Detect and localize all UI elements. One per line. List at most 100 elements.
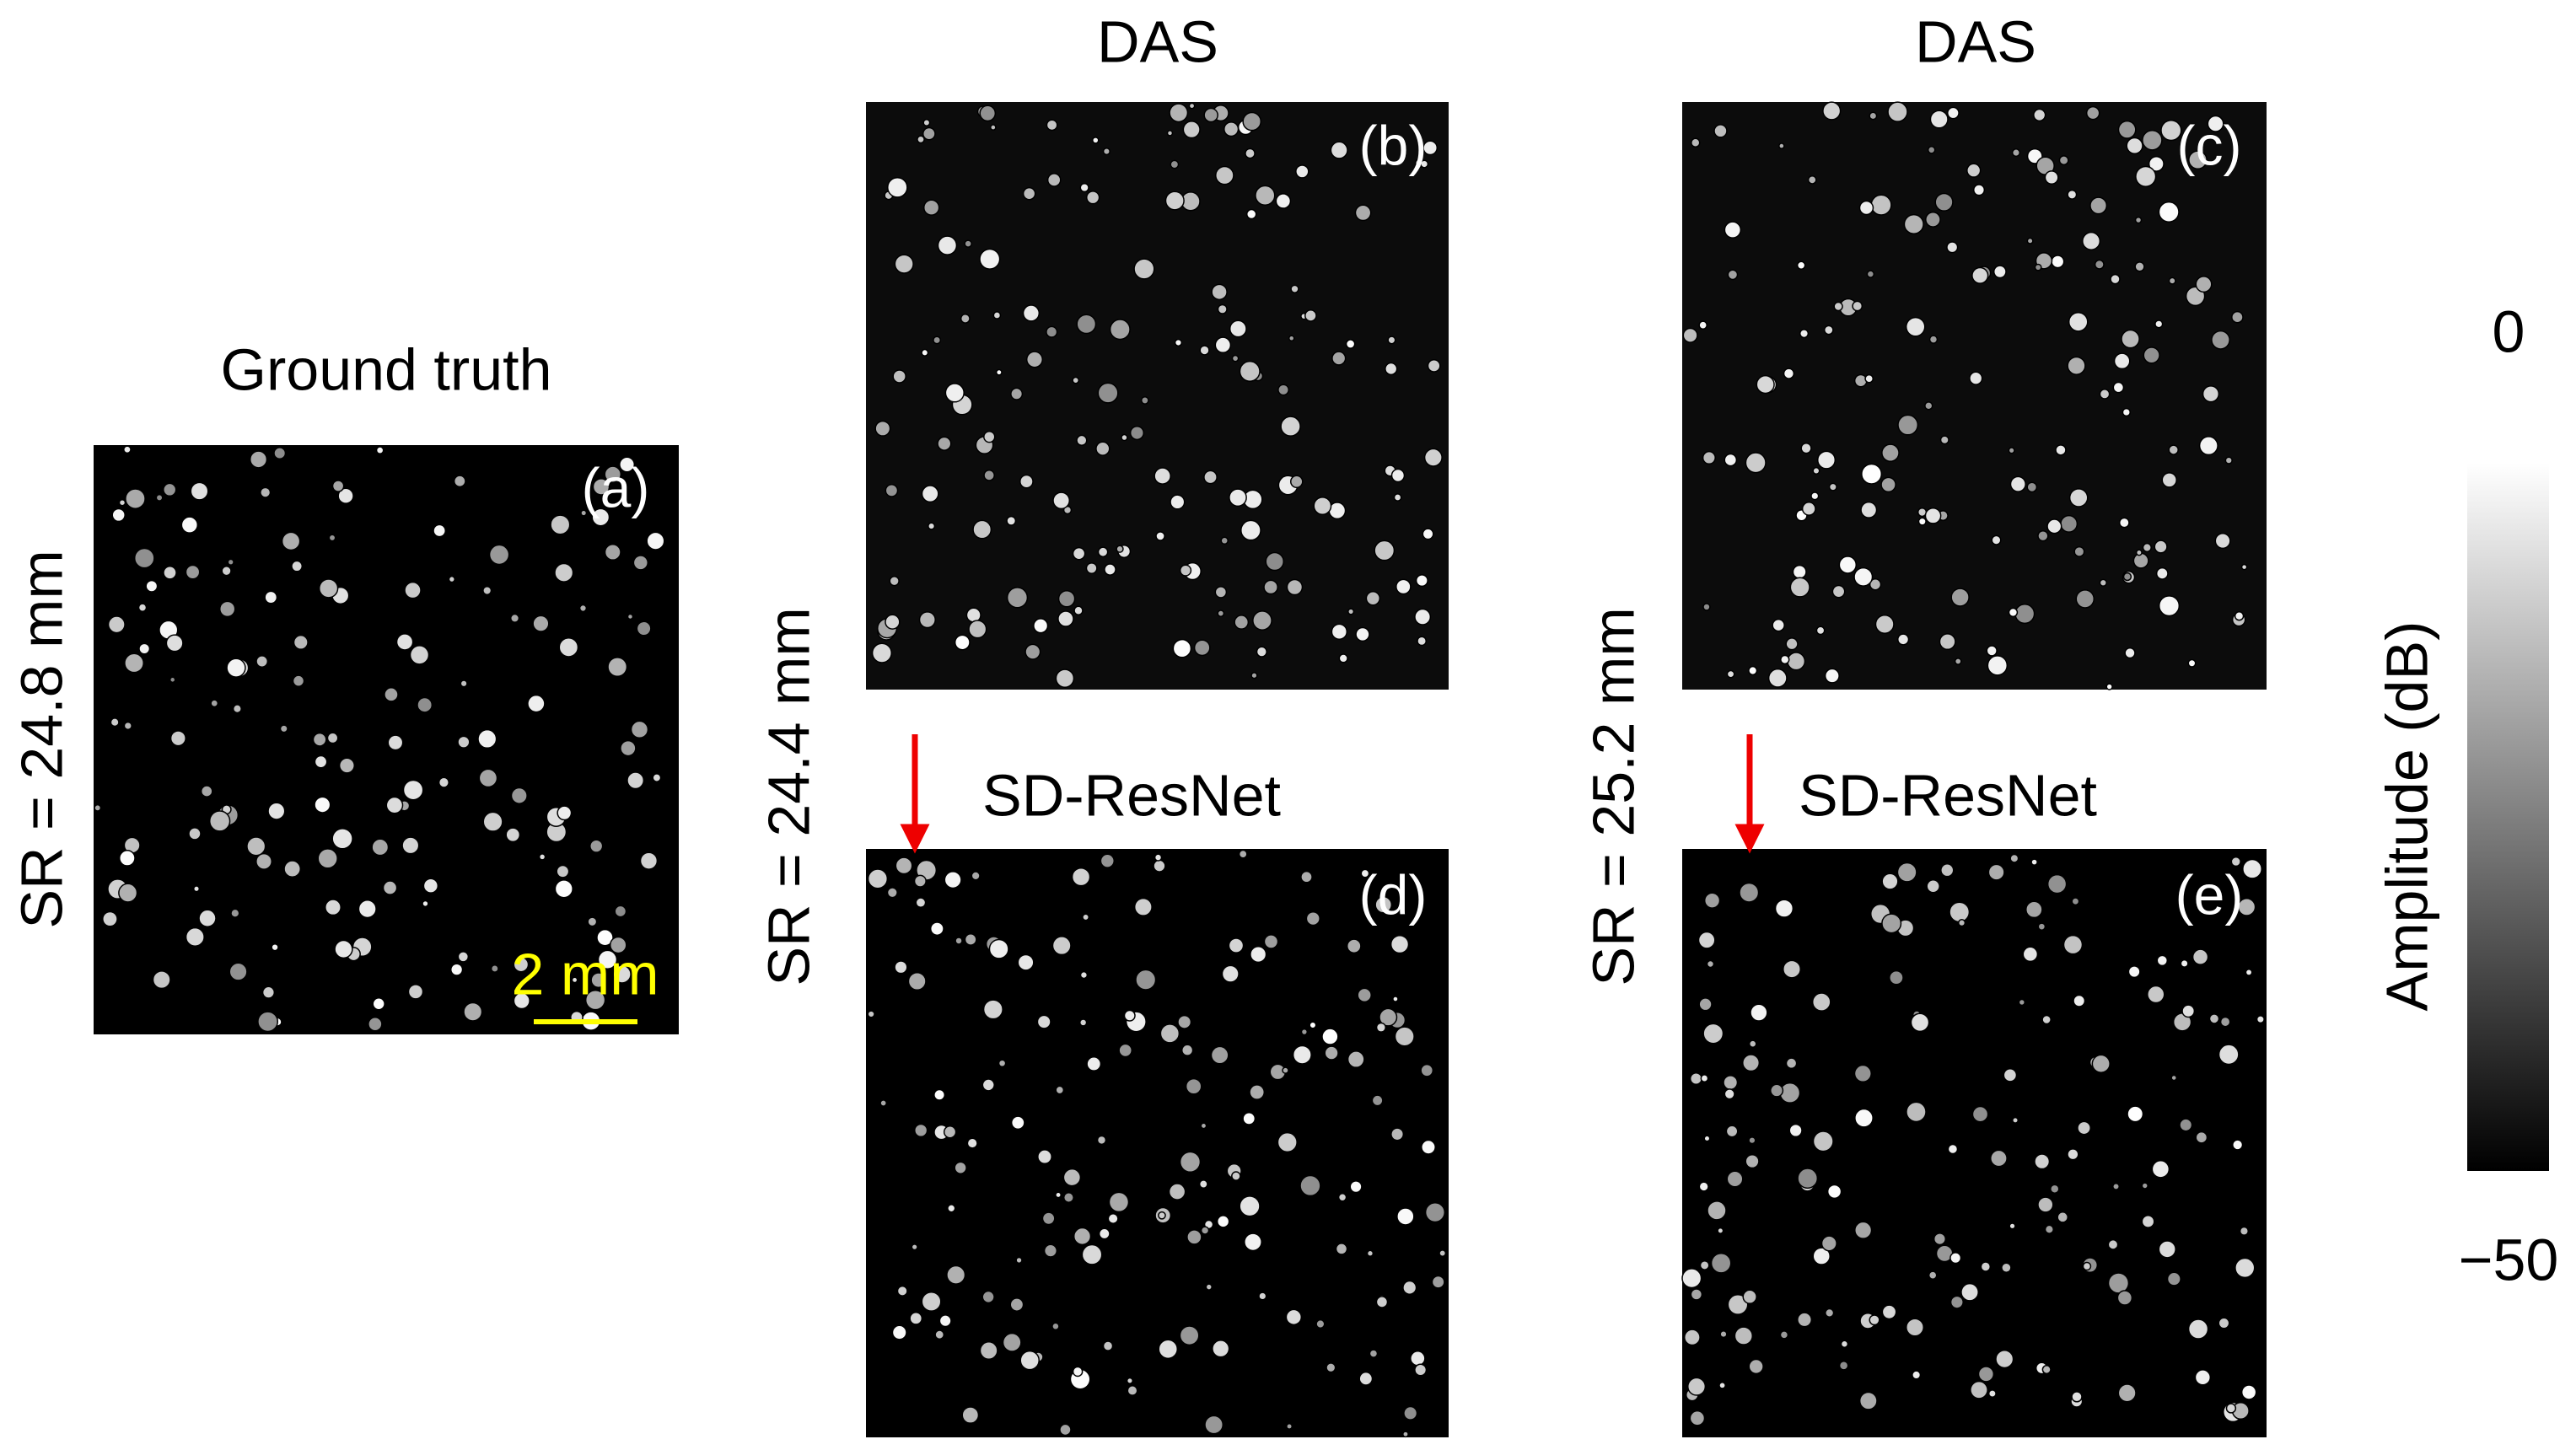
speckle [1681,1268,1702,1289]
speckle [1689,1410,1706,1426]
speckle [886,887,898,899]
speckle [438,776,450,788]
speckle [1928,335,1939,344]
speckle [118,498,126,507]
speckle [928,522,936,530]
speckle [2256,1015,2265,1024]
speckle [460,679,468,688]
speckle [1797,1168,1819,1190]
speckle [1086,191,1100,205]
speckle [1772,618,1785,632]
speckle [123,445,132,454]
speckle [387,734,404,751]
speckle [2132,552,2149,569]
speckle [2168,444,2179,455]
speckle [331,480,345,492]
speckle [1706,959,1715,969]
speckle [607,657,628,678]
speckle [1396,1207,1415,1226]
speckle [2166,1271,2181,1286]
speckle [1869,578,1882,591]
speckle [1869,1314,1880,1326]
speckle [2134,216,2143,224]
speckle [1315,1318,1326,1329]
speckle [2135,165,2157,187]
speckle [1331,351,1347,366]
speckle [907,971,927,991]
speckle [874,420,891,437]
speckle [2121,329,2140,349]
speckle [1374,895,1393,914]
speckle [1403,1405,1418,1420]
speckle [2008,607,2019,618]
speckle [1949,901,1971,923]
speckle [1046,173,1062,187]
speckle [2089,196,2108,215]
speckle [1906,1101,1927,1123]
speckle [326,732,339,744]
speckle [1912,1370,1922,1380]
speckle [1756,374,1775,395]
speckle [111,508,126,523]
speckle [1424,1202,1446,1223]
speckle [1204,1415,1224,1435]
speckle [2218,1044,2240,1066]
speckle [1422,140,1439,156]
panel-label: (d) [1359,863,1428,926]
speckle [1205,1283,1213,1291]
speckle [1305,910,1320,926]
speckle [1810,491,1820,501]
speckle [1238,849,1248,859]
speckle [913,1123,928,1138]
column-title: DAS [1915,8,2036,74]
speckle [580,509,588,517]
speckle [944,383,965,403]
speckle [1335,1243,1348,1255]
speckle [2168,277,2176,285]
speckle [1154,853,1163,862]
speckle [422,900,429,908]
speckle [2180,959,2189,968]
speckle [1355,626,1370,642]
speckle [1126,1377,1134,1384]
speckle [1770,1083,1784,1098]
speckle [1745,452,1767,474]
speckle [2218,1317,2230,1329]
speckle [1924,507,1942,524]
speckle [867,1010,875,1018]
speckle [1172,638,1192,658]
speckle [198,909,217,927]
speckle [2099,389,2111,400]
speckle [590,972,607,989]
speckle [1977,1366,1995,1383]
speckle [2154,540,2168,554]
speckle [887,177,908,198]
speckle [1947,106,1960,120]
speckle [267,802,286,820]
speckle [169,676,176,684]
speckle [2110,273,2121,285]
speckle [1006,587,1029,609]
speckle [513,992,530,1010]
speckle [1699,1259,1710,1270]
speckle [646,531,665,550]
speckle [1285,1308,1303,1326]
panel-label: (b) [1359,114,1428,176]
speckle [1186,1229,1202,1245]
speckle [1300,1028,1309,1036]
speckle [1971,1105,1989,1123]
speckle [1864,373,1874,384]
speckle [1702,450,1716,465]
speckle-layer [94,101,2265,1438]
speckle [609,936,627,954]
speckle [1392,996,1399,1002]
speckle [1123,1009,1136,1022]
speckle [2134,261,2145,272]
speckle [1170,159,1180,169]
speckle [1874,614,1895,634]
speckle [1096,1135,1107,1146]
speckle [2113,352,2131,370]
speckle [1683,1329,1701,1346]
speckle [1925,212,1941,228]
speckle [1689,1071,1702,1085]
